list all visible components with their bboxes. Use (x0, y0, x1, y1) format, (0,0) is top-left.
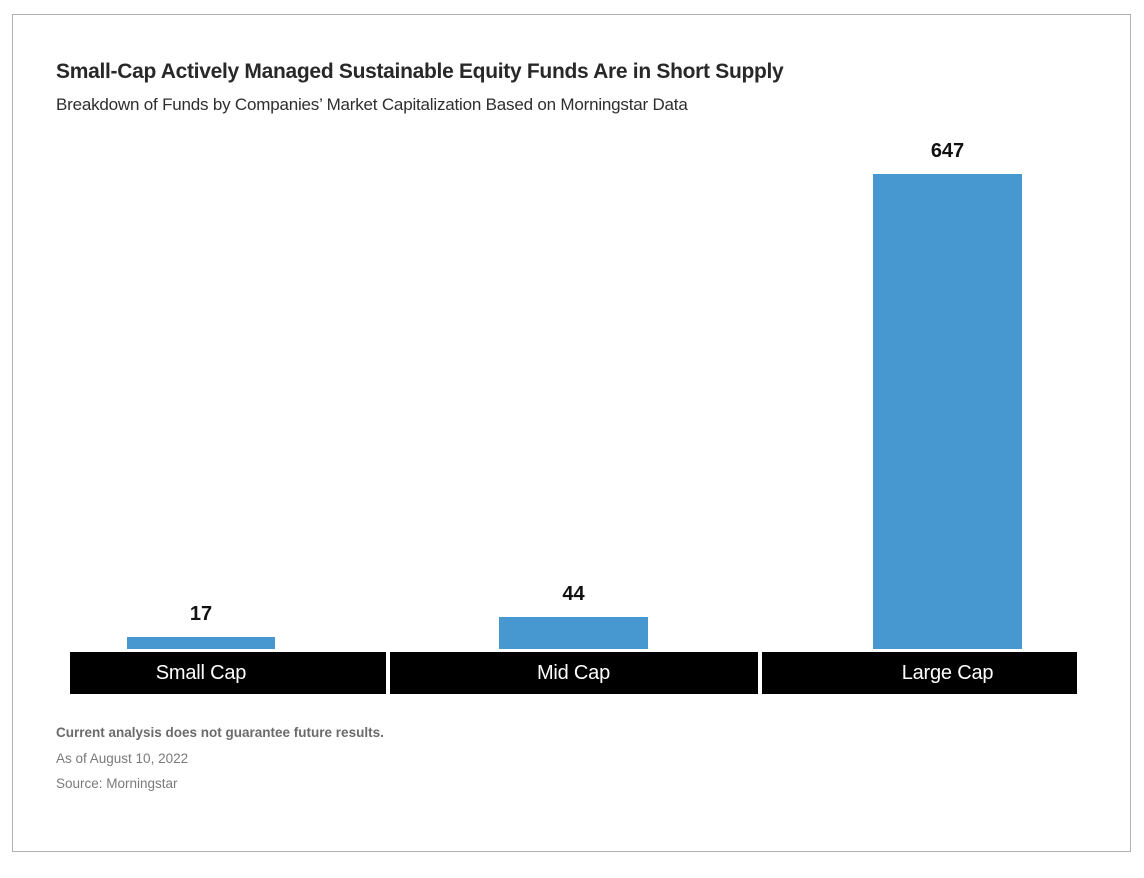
bar-value-small-cap: 17 (189, 603, 213, 625)
bar-group-mid-cap: 44 (499, 135, 648, 649)
axis-label-mid-cap: Mid Cap (536, 661, 611, 684)
footnote: Current analysis does not guarantee futu… (56, 725, 384, 801)
chart-subtitle: Breakdown of Funds by Companies’ Market … (56, 95, 688, 114)
bar-group-small-cap: 17 (127, 135, 275, 649)
x-axis: Small Cap Mid Cap Large Cap (70, 652, 1077, 694)
axis-band-mid-cap (390, 652, 758, 694)
bar-group-large-cap: 647 (873, 135, 1022, 649)
bar-value-mid-cap: 44 (562, 583, 585, 605)
chart-card: Small-Cap Actively Managed Sustainable E… (12, 14, 1131, 852)
bar-chart-plot: 17 44 647 (70, 135, 1077, 649)
axis-band-small-cap (70, 652, 386, 694)
disclaimer-text: Current analysis does not guarantee futu… (56, 725, 384, 740)
bar-large-cap (873, 174, 1022, 649)
axis-label-large-cap: Large Cap (901, 661, 994, 684)
source-text: Source: Morningstar (56, 776, 178, 791)
axis-label-small-cap: Small Cap (155, 661, 247, 684)
chart-title: Small-Cap Actively Managed Sustainable E… (56, 60, 784, 83)
as-of-date: As of August 10, 2022 (56, 751, 189, 766)
axis-band-large-cap (762, 652, 1077, 694)
bar-small-cap (127, 637, 275, 649)
bar-mid-cap (499, 617, 648, 649)
bar-value-large-cap: 647 (930, 140, 965, 162)
